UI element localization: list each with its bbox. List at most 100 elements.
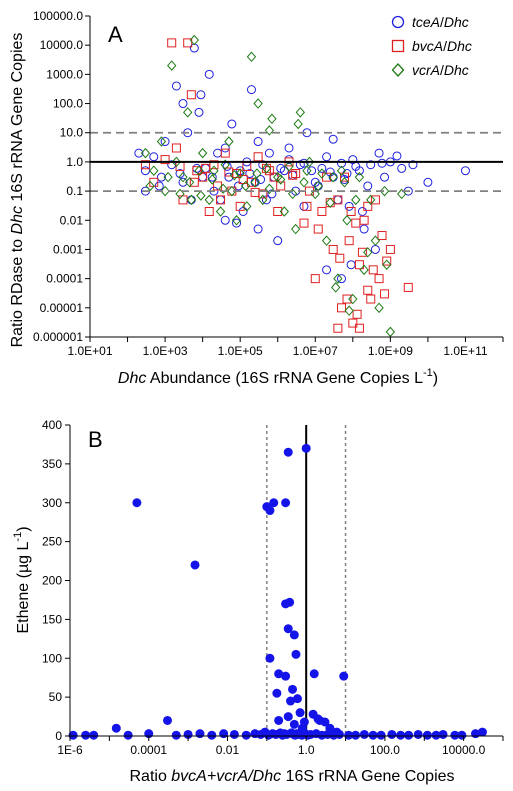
data-point-diamond bbox=[396, 188, 407, 200]
data-point-diamond bbox=[194, 165, 204, 176]
data-point bbox=[283, 624, 293, 634]
data-point-diamond bbox=[348, 293, 358, 305]
data-point-diamond bbox=[215, 206, 226, 217]
data-point bbox=[292, 694, 302, 704]
data-point-diamond bbox=[351, 194, 361, 206]
data-point-diamond bbox=[299, 177, 309, 188]
data-point-circle bbox=[134, 148, 144, 158]
legend-marker-circle bbox=[391, 15, 405, 29]
panel-a-y-tick-label: 0.0001 bbox=[46, 272, 83, 286]
data-point bbox=[269, 498, 279, 508]
data-point-diamond bbox=[264, 183, 275, 195]
panel-b-x-tick-label: 0.0001 bbox=[130, 743, 167, 757]
data-point bbox=[339, 671, 349, 681]
panel-a-y-tick-label: 10.0 bbox=[60, 126, 84, 140]
panel-b-axes bbox=[69, 425, 503, 737]
data-point bbox=[89, 730, 99, 740]
data-point-square bbox=[192, 166, 202, 176]
data-point-circle bbox=[460, 166, 470, 176]
data-point-circle bbox=[299, 158, 309, 168]
panel-b-y-tick-label: 200 bbox=[42, 574, 62, 588]
data-point-diamond bbox=[382, 259, 392, 270]
legend-label: bvcA/Dhc bbox=[412, 38, 472, 54]
data-point bbox=[295, 708, 305, 718]
panel-a-y-axis-title: Ratio RDase to Dhc 16S rRNA Gene Copies bbox=[9, 33, 26, 348]
data-point-circle bbox=[186, 195, 196, 205]
data-point-diamond bbox=[385, 326, 396, 338]
panel-b-y-axis-title: Ethene (µg L-1) bbox=[12, 526, 32, 633]
data-point bbox=[334, 729, 344, 739]
data-point bbox=[219, 729, 229, 739]
data-point-diamond bbox=[374, 302, 384, 314]
panel-b-y-tick-label: 100 bbox=[42, 651, 62, 665]
panel-b-y-tick-label: 150 bbox=[42, 612, 62, 626]
data-point-square bbox=[354, 260, 364, 270]
data-point-circle bbox=[337, 274, 347, 284]
data-point-circle bbox=[273, 236, 283, 246]
panel-b-x-tick-label: 1E-6 bbox=[57, 743, 83, 757]
data-point-diamond bbox=[321, 235, 332, 246]
data-point-circle bbox=[178, 177, 188, 187]
data-point bbox=[229, 729, 239, 739]
data-point bbox=[281, 671, 291, 681]
legend-marker-diamond bbox=[391, 63, 405, 77]
data-point bbox=[171, 730, 181, 740]
data-point-circle bbox=[216, 195, 226, 205]
data-point-square bbox=[359, 215, 369, 225]
data-point-square bbox=[313, 224, 323, 234]
data-point-diamond bbox=[339, 177, 350, 188]
data-point-diamond bbox=[186, 194, 197, 206]
data-point bbox=[376, 730, 386, 740]
data-point bbox=[477, 727, 487, 737]
data-point-circle bbox=[227, 119, 237, 129]
data-point-square bbox=[238, 174, 248, 184]
data-point-diamond bbox=[196, 190, 206, 201]
data-point-diamond bbox=[140, 147, 151, 159]
data-point-circle bbox=[322, 152, 332, 162]
panel-b-ticks: 1E-6 0.0001 0.01 1.0 100.0 10000.0 0 50 100 150 20… bbox=[42, 418, 504, 757]
data-point bbox=[281, 498, 291, 508]
data-point-circle bbox=[171, 81, 181, 91]
data-point-diamond bbox=[354, 171, 365, 183]
data-point-circle bbox=[194, 107, 204, 117]
data-point bbox=[301, 443, 311, 453]
panel-a-reference-lines bbox=[90, 131, 503, 192]
data-point-square bbox=[403, 282, 413, 292]
data-point-square bbox=[186, 90, 196, 100]
panel-a-legend: tceA/Dhc bvcA/Dhc vcrA/Dhc bbox=[391, 14, 472, 78]
data-point-square bbox=[337, 303, 347, 313]
data-point-square bbox=[299, 218, 309, 228]
data-point-circle bbox=[307, 166, 317, 176]
data-point-diamond bbox=[379, 185, 390, 197]
data-point-square bbox=[198, 172, 208, 182]
panel-b-x-tick-label: 0.01 bbox=[216, 743, 240, 757]
panel-a-y-tick-label: 10000.0 bbox=[40, 38, 84, 52]
data-point-square bbox=[344, 236, 354, 246]
panel-b-x-tick-label: 10000.0 bbox=[442, 743, 486, 757]
data-point-square bbox=[171, 143, 181, 153]
data-point-square bbox=[348, 318, 358, 328]
data-point-diamond bbox=[235, 168, 245, 179]
data-point-circle bbox=[140, 166, 150, 176]
data-point-circle bbox=[359, 224, 369, 234]
data-point-square bbox=[167, 38, 177, 48]
data-point-circle bbox=[357, 206, 367, 216]
data-point bbox=[344, 730, 354, 740]
legend-marker-square bbox=[391, 39, 405, 53]
data-point bbox=[289, 630, 299, 640]
legend-label: tceA/Dhc bbox=[412, 14, 469, 30]
data-point-circle bbox=[333, 195, 343, 205]
panel-a-x-tick-label: 1.0E+09 bbox=[368, 344, 413, 358]
data-point-diamond bbox=[204, 194, 214, 206]
data-point-diamond bbox=[189, 34, 199, 46]
data-point-square bbox=[291, 169, 301, 179]
data-point bbox=[368, 730, 378, 740]
data-point bbox=[285, 597, 295, 607]
data-point-circle bbox=[220, 143, 230, 153]
data-point-circle bbox=[346, 260, 356, 270]
data-point-square bbox=[160, 155, 170, 165]
data-point-diamond bbox=[229, 169, 240, 181]
data-point-circle bbox=[397, 163, 407, 173]
panel-a-x-axis-title: Dhc Abundance (16S rRNA Gene Copies L-1) bbox=[118, 367, 438, 387]
data-point bbox=[359, 729, 369, 739]
